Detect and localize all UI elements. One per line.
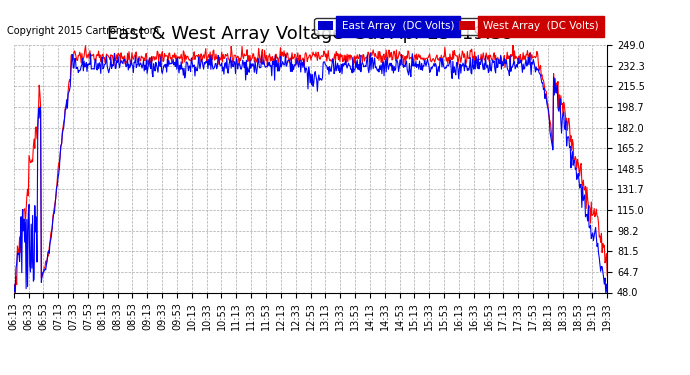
- Legend: East Array  (DC Volts), West Array  (DC Volts): East Array (DC Volts), West Array (DC Vo…: [315, 18, 602, 34]
- Title: East & West Array Voltage  Sat Apr 25  19:39: East & West Array Voltage Sat Apr 25 19:…: [107, 26, 514, 44]
- Text: Copyright 2015 Cartronics.com: Copyright 2015 Cartronics.com: [7, 26, 159, 36]
